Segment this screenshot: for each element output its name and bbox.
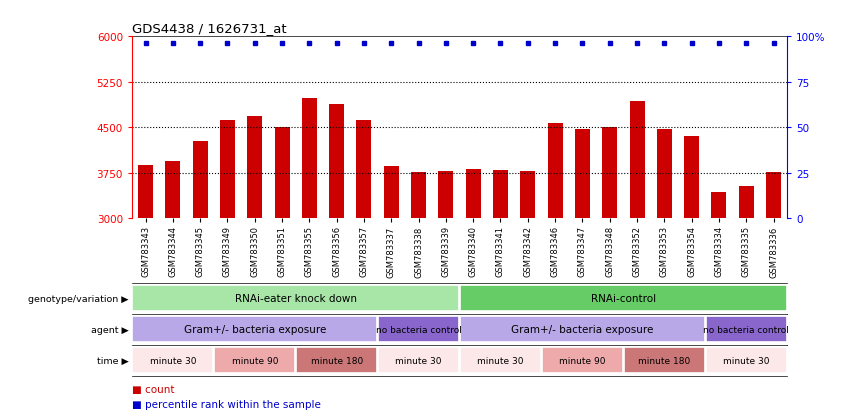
Text: RNAi-control: RNAi-control — [591, 293, 656, 304]
Bar — [493, 171, 508, 219]
Bar — [165, 162, 180, 219]
Bar — [133, 316, 377, 342]
Text: agent ▶: agent ▶ — [91, 325, 129, 334]
Text: minute 90: minute 90 — [231, 356, 278, 365]
Bar — [460, 347, 541, 373]
Bar — [192, 141, 208, 219]
Text: minute 30: minute 30 — [477, 356, 523, 365]
Text: minute 90: minute 90 — [559, 356, 606, 365]
Bar — [465, 169, 481, 219]
Bar — [329, 104, 344, 219]
Text: minute 180: minute 180 — [638, 356, 690, 365]
Bar — [378, 347, 459, 373]
Bar — [384, 166, 399, 219]
Bar — [214, 347, 295, 373]
Text: Gram+/- bacteria exposure: Gram+/- bacteria exposure — [511, 324, 654, 335]
Bar — [460, 316, 705, 342]
Bar — [220, 121, 235, 219]
Bar — [705, 316, 786, 342]
Bar — [302, 98, 317, 219]
Bar — [438, 172, 454, 219]
Bar — [603, 128, 617, 219]
Bar — [657, 129, 671, 219]
Bar — [766, 173, 781, 219]
Text: GDS4438 / 1626731_at: GDS4438 / 1626731_at — [132, 21, 287, 35]
Text: no bacteria control: no bacteria control — [375, 325, 461, 334]
Text: Gram+/- bacteria exposure: Gram+/- bacteria exposure — [184, 324, 326, 335]
Bar — [133, 347, 214, 373]
Bar — [378, 316, 459, 342]
Bar — [705, 347, 786, 373]
Bar — [133, 285, 459, 311]
Text: genotype/variation ▶: genotype/variation ▶ — [28, 294, 129, 303]
Bar — [630, 102, 644, 219]
Bar — [411, 173, 426, 219]
Bar — [547, 124, 563, 219]
Text: ■ percentile rank within the sample: ■ percentile rank within the sample — [132, 399, 321, 409]
Text: no bacteria control: no bacteria control — [703, 325, 789, 334]
Bar — [624, 347, 705, 373]
Bar — [248, 117, 262, 219]
Bar — [684, 137, 700, 219]
Text: ■ count: ■ count — [132, 384, 174, 394]
Text: minute 180: minute 180 — [311, 356, 363, 365]
Text: minute 30: minute 30 — [150, 356, 196, 365]
Bar — [357, 121, 372, 219]
Text: time ▶: time ▶ — [97, 356, 129, 365]
Bar — [542, 347, 623, 373]
Bar — [460, 285, 786, 311]
Bar — [520, 172, 535, 219]
Bar — [575, 130, 590, 219]
Bar — [138, 166, 153, 219]
Text: minute 30: minute 30 — [396, 356, 442, 365]
Text: RNAi-eater knock down: RNAi-eater knock down — [235, 293, 357, 304]
Bar — [296, 347, 377, 373]
Bar — [275, 128, 289, 219]
Bar — [711, 192, 727, 219]
Text: minute 30: minute 30 — [723, 356, 769, 365]
Bar — [739, 186, 754, 219]
